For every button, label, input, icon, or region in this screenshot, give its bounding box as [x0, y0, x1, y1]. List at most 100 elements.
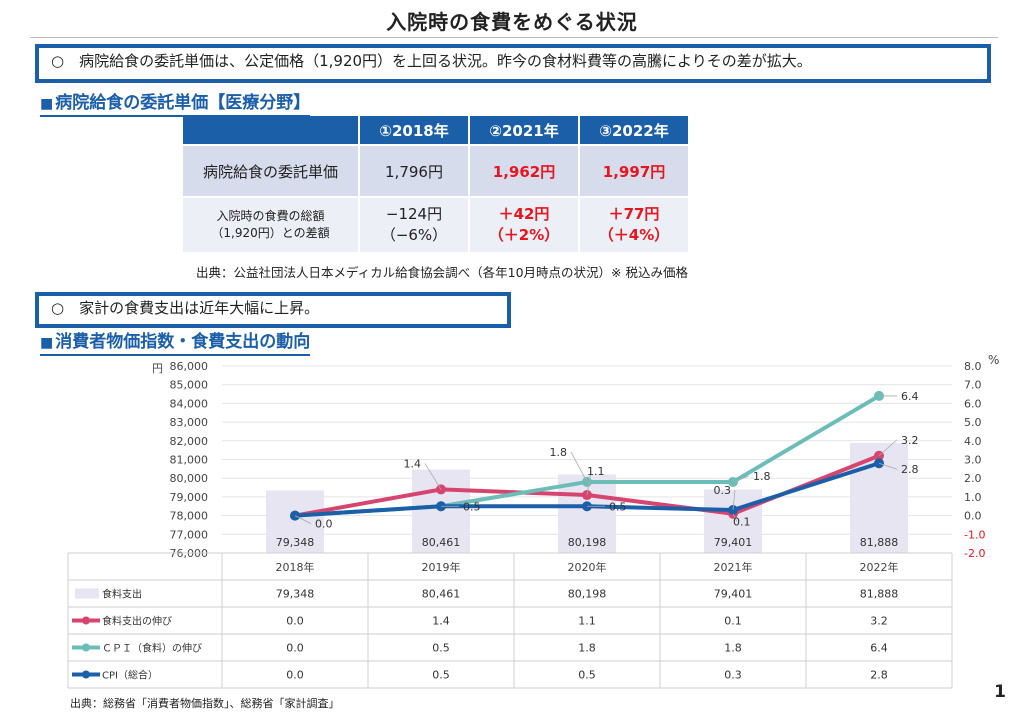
diff-row-label: 入院時の食費の総額 （1,920円）との差額: [183, 198, 360, 254]
legend-label: CPI（総合）: [102, 669, 158, 682]
diff-2018-amount: −124円: [385, 205, 443, 223]
cost-table-header-row: ①2018年 ②2021年 ③2022年: [183, 116, 690, 146]
cost-table-row-unit-price: 病院給食の委託単価 1,796円 1,962円 1,997円: [183, 146, 690, 198]
diff-2021-percent: （＋2%）: [488, 226, 560, 244]
legend-label: 食料支出: [102, 588, 142, 601]
bar-food-expense: [266, 490, 324, 553]
diff-2021-amount: ＋42円: [498, 205, 550, 223]
diff-2021: ＋42円 （＋2%）: [470, 198, 580, 254]
right-axis-tick: 6.0: [964, 397, 982, 410]
left-axis-tick: 85,000: [170, 379, 209, 392]
diff-2018-percent: （−6%）: [380, 226, 448, 244]
table-cell-value: 1.8: [724, 642, 742, 655]
line-value-label: 1.1: [587, 465, 605, 478]
leader-line: [570, 451, 588, 483]
section-heading-2: ■ 消費者物価指数・食費支出の動向: [40, 331, 311, 356]
leader-line: [878, 462, 898, 470]
leader-line: [878, 439, 898, 457]
bar-value-label: 79,401: [714, 536, 753, 549]
bar-food-expense: [558, 474, 616, 553]
category-label: 2018年: [276, 560, 315, 574]
table-cell-value: 80,461: [422, 588, 461, 601]
legend-label: 食料支出の伸び: [102, 615, 172, 628]
legend-swatch-point: [82, 670, 90, 679]
right-axis-tick: 1.0: [964, 491, 982, 504]
left-axis-tick: 86,000: [170, 360, 209, 373]
table-cell-value: 6.4: [870, 642, 888, 655]
bar-value-label: 81,888: [860, 536, 899, 549]
source-note-2: 出典：総務省「消費者物価指数」、総務省「家計調査」: [70, 697, 340, 710]
right-axis-tick: 0.0: [964, 510, 982, 523]
line-value-label: 0.5: [609, 500, 627, 513]
source-note-1: 出典：公益社団法人日本メディカル給食協会調べ（各年10月時点の状況）※ 税込み価…: [196, 265, 688, 280]
table-cell-value: 0.1: [724, 615, 742, 628]
leader-line: [586, 470, 592, 496]
legend-swatch-bar: [75, 588, 99, 599]
line-value-label: 2.8: [901, 463, 919, 476]
bar-value-label: 79,348: [276, 536, 315, 549]
right-axis-tick: 2.0: [964, 472, 982, 485]
line-value-label: 0.1: [733, 516, 751, 529]
page-number: 1: [994, 682, 1006, 702]
right-axis-tick: 5.0: [964, 416, 982, 429]
leader-line: [424, 463, 442, 490]
category-label: 2022年: [860, 560, 899, 574]
table-cell-value: 0.0: [286, 615, 304, 628]
cost-value-2022: 1,997円: [580, 146, 690, 198]
table-cell-value: 1.8: [578, 642, 596, 655]
line-value-label: 1.4: [404, 457, 422, 470]
cost-table: ①2018年 ②2021年 ③2022年 病院給食の委託単価 1,796円 1,…: [183, 116, 690, 254]
diff-2018: −124円 （−6%）: [360, 198, 470, 254]
table-cell-value: 0.0: [286, 669, 304, 682]
legend-swatch-point: [82, 643, 90, 652]
table-cell-value: 3.2: [870, 615, 888, 628]
legend-swatch-point: [82, 616, 90, 625]
bar-food-expense: [704, 489, 762, 553]
category-label: 2020年: [568, 560, 607, 574]
category-label: 2019年: [422, 560, 461, 574]
table-cell-value: 79,401: [714, 588, 753, 601]
diff-label-line1: 入院時の食費の総額: [216, 209, 325, 223]
bar-value-label: 80,198: [568, 536, 607, 549]
table-cell-value: 1.4: [432, 615, 450, 628]
line-value-label: 6.4: [901, 390, 919, 403]
cost-table-header-2021: ②2021年: [470, 116, 580, 146]
summary-box-2: ○ 家計の食費支出は近年大幅に上昇。: [35, 292, 511, 328]
right-axis-tick: -2.0: [964, 547, 985, 560]
table-cell-value: 0.3: [724, 669, 742, 682]
diff-2022: ＋77円 （＋4%）: [580, 198, 690, 254]
right-axis-tick: 3.0: [964, 454, 982, 467]
line-value-label: 3.2: [901, 434, 919, 447]
bar-food-expense: [412, 469, 470, 553]
table-cell-value: 80,198: [568, 588, 607, 601]
section-marker-1: ■: [40, 96, 54, 112]
diff-2022-percent: （＋4%）: [598, 226, 670, 244]
left-axis-tick: 80,000: [170, 472, 209, 485]
table-cell-value: 2.8: [870, 669, 888, 682]
left-axis-tick: 79,000: [170, 491, 209, 504]
left-axis-tick: 82,000: [170, 435, 209, 448]
right-axis-tick: 4.0: [964, 435, 982, 448]
line-value-label: 0.5: [463, 500, 481, 513]
leader-line: [294, 515, 312, 524]
table-cell-value: 0.5: [578, 669, 596, 682]
right-axis-unit: %: [988, 353, 999, 367]
section-title-2: 消費者物価指数・食費支出の動向: [55, 332, 311, 352]
leader-line: [732, 513, 738, 522]
bar-value-label: 80,461: [422, 536, 461, 549]
section-title-1: 病院給食の委託単価【医療分野】: [55, 93, 311, 113]
leader-line: [732, 489, 736, 511]
diff-label-line2: （1,920円）との差額: [211, 226, 330, 240]
right-axis-tick: -1.0: [964, 528, 985, 541]
left-axis-tick: 84,000: [170, 397, 209, 410]
table-cell-value: 0.0: [286, 642, 304, 655]
cost-table-header-2022: ③2022年: [580, 116, 690, 146]
table-cell-value: 0.5: [432, 642, 450, 655]
page-title: 入院時の食費をめぐる状況: [386, 10, 638, 34]
legend-label: ＣＰＩ（食料）の伸び: [102, 642, 202, 655]
category-label: 2021年: [714, 560, 753, 574]
cost-table-header-blank: [183, 116, 360, 146]
right-axis-tick: 8.0: [964, 360, 982, 373]
diff-2022-amount: ＋77円: [608, 205, 660, 223]
